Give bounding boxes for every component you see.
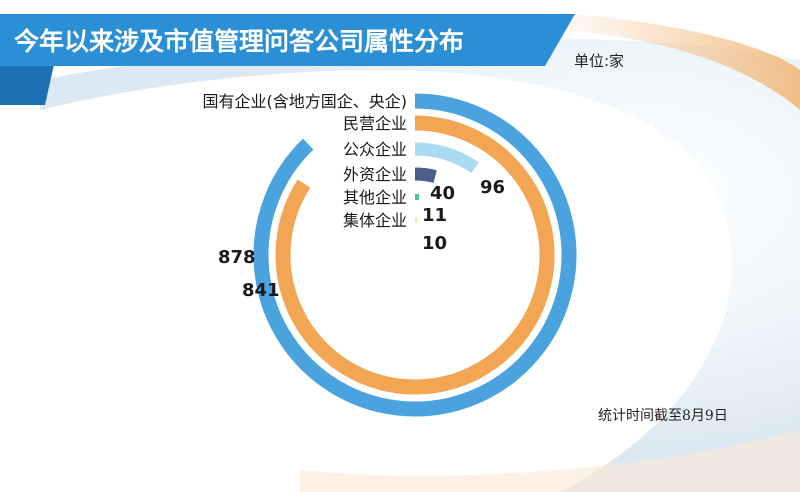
value-label-4: 11 <box>422 205 447 226</box>
value-label-2: 96 <box>480 177 505 198</box>
footnote: 统计时间截至8月9日 <box>598 408 728 424</box>
radial-bar-0 <box>253 93 577 417</box>
category-label-4: 其他企业 <box>343 188 407 207</box>
category-label-5: 集体企业 <box>343 211 407 230</box>
category-label-3: 外资企业 <box>343 165 407 184</box>
chart-title: 今年以来涉及市值管理问答公司属性分布 <box>14 27 464 56</box>
category-label-1: 民营企业 <box>343 114 407 133</box>
header-banner: 今年以来涉及市值管理问答公司属性分布 <box>0 14 575 105</box>
background-swoosh-blue <box>40 38 800 492</box>
radial-bar-2 <box>414 142 479 174</box>
category-label-2: 公众企业 <box>343 140 407 159</box>
value-label-5: 10 <box>422 233 447 254</box>
category-label-0: 国有企业(含地方国企、央企) <box>203 92 408 111</box>
value-label-0: 878 <box>218 247 256 268</box>
radial-bar-3 <box>414 167 437 183</box>
radial-bars <box>253 93 577 417</box>
background-swoosh-bottom <box>300 430 800 492</box>
header-ribbon <box>0 14 575 66</box>
radial-bar-1 <box>275 115 555 395</box>
unit-label: 单位:家 <box>574 52 624 70</box>
value-label-3: 40 <box>430 183 455 204</box>
value-label-1: 841 <box>242 280 280 301</box>
header-shadow <box>0 60 55 105</box>
